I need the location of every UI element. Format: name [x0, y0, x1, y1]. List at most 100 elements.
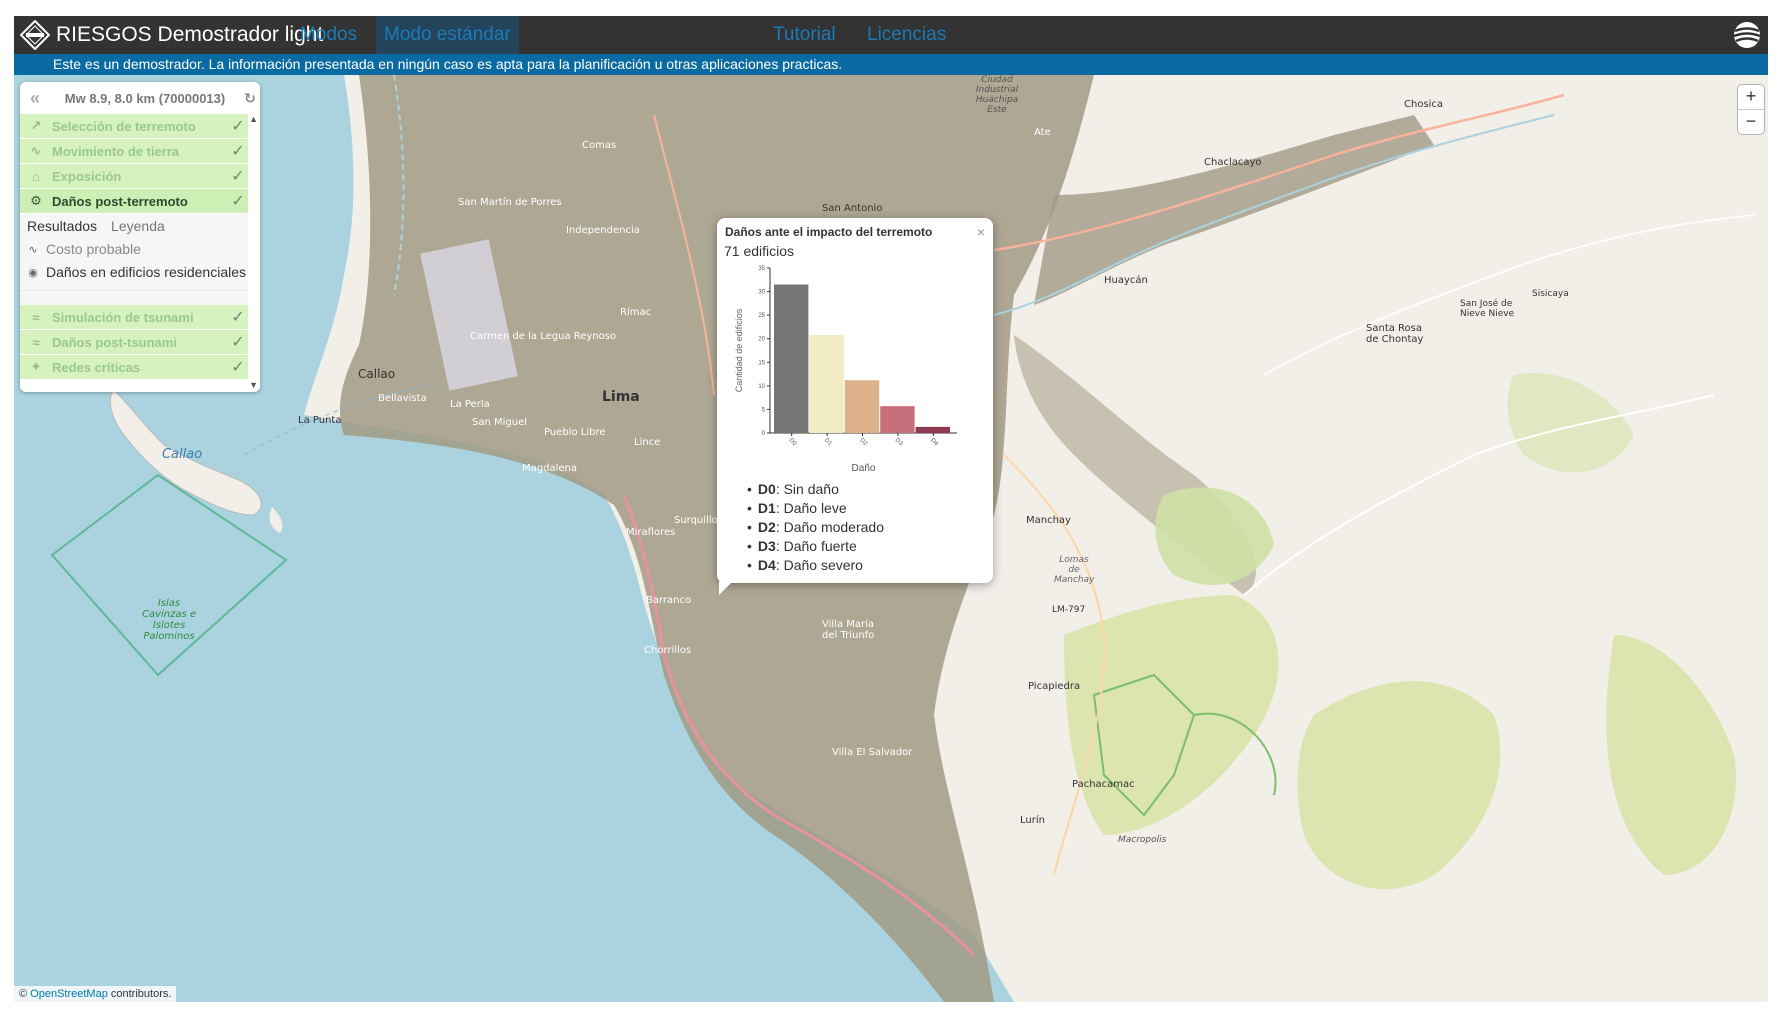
- scroll-up-icon[interactable]: ▲: [249, 114, 258, 124]
- damage-bar-chart: 0 5 10 15 20 25 30 35 D0 D1 D2 D3 D4 Daño Cantidad de …: [734, 266, 957, 474]
- step-label: Movimiento de tierra: [52, 143, 180, 159]
- result-tabs: Resultados Leyenda: [20, 214, 248, 238]
- wave-icon: ≈: [32, 309, 40, 325]
- map-label-chosica: Chosica: [1404, 99, 1444, 110]
- nav-licencias[interactable]: Licencias: [867, 24, 947, 45]
- map-label-miraflores: Miraflores: [626, 527, 676, 538]
- zoom-in-button[interactable]: +: [1745, 86, 1757, 106]
- nav-modos[interactable]: Modos: [300, 24, 358, 45]
- map-label-chorrillos: Chorrillos: [644, 645, 692, 656]
- globe-icon[interactable]: [1732, 20, 1762, 50]
- step-simulacion-tsunami[interactable]: ≈ Simulación de tsunami ✓: [20, 305, 248, 330]
- map-label-huaycan: Huaycán: [1104, 275, 1148, 286]
- step-label: Simulación de tsunami: [52, 309, 194, 325]
- disclaimer-text: Este es un demostrador. La información p…: [53, 56, 843, 72]
- map-label-lm797: LM-797: [1052, 605, 1086, 615]
- layer-danos-edificios[interactable]: ◉ Daños en edificios residenciales: [20, 261, 248, 284]
- bar-d4: [915, 426, 950, 433]
- y-tick-label: 10: [758, 384, 765, 390]
- step-exposicion[interactable]: ⌂ Exposición ✓: [20, 164, 248, 189]
- legend-text: : Daño fuerte: [775, 538, 857, 554]
- map-label-picapiedra: Picapiedra: [1028, 681, 1081, 692]
- step-redes-criticas[interactable]: ✦ Redes críticas ✓: [20, 355, 248, 380]
- step-danos-post-tsunami[interactable]: ≈ Daños post-tsunami ✓: [20, 330, 248, 355]
- map-label-lurin: Lurín: [1020, 815, 1045, 826]
- step-label: Redes críticas: [52, 359, 141, 375]
- x-tick-label: D0: [788, 437, 798, 447]
- damage-icon: ⚙: [30, 193, 42, 208]
- layer-label: Costo probable: [46, 241, 141, 257]
- osm-link[interactable]: OpenStreetMap: [30, 988, 108, 1000]
- map-label-comas: Comas: [582, 140, 617, 151]
- map-label-san-antonio: San Antonio: [822, 203, 883, 214]
- map-attribution: © OpenStreetMap contributors.: [14, 986, 177, 1002]
- tab-leyenda[interactable]: Leyenda: [111, 218, 165, 234]
- x-tick-label: D3: [894, 437, 904, 447]
- legend-code: D2: [757, 519, 776, 535]
- scroll-down-icon[interactable]: ▼: [249, 380, 258, 390]
- tab-resultados[interactable]: Resultados: [27, 218, 98, 234]
- eye-off-icon[interactable]: ∿: [28, 244, 38, 256]
- bar-d0: [774, 284, 809, 433]
- legend-item: D0: Sin daño: [747, 480, 884, 499]
- damage-legend: D0: Sin daño D1: Daño leve D2: Daño mode…: [747, 480, 884, 575]
- y-tick-label: 0: [762, 431, 766, 437]
- brand[interactable]: RIESGOS Demostrador light: [20, 20, 323, 50]
- map-label-la-perla: La Perla: [450, 399, 490, 410]
- map-label-lima: Lima: [602, 389, 640, 405]
- layer-costo-probable[interactable]: ∿ Costo probable: [20, 238, 248, 261]
- map-label-villa-maria: Villa María del Triunfo: [822, 619, 875, 641]
- map-label-ciudad: Ciudad Industrial Huachipa Este: [975, 75, 1019, 115]
- x-tick-label: D1: [823, 437, 833, 447]
- step-label: Daños post-terremoto: [52, 193, 188, 209]
- refresh-icon[interactable]: ↻: [244, 89, 256, 106]
- y-tick-label: 30: [758, 290, 765, 296]
- step-movimiento-tierra[interactable]: ∿ Movimiento de tierra ✓: [20, 139, 248, 164]
- step-seleccion-terremoto[interactable]: ↗ Selección de terremoto ✓: [20, 114, 248, 139]
- step-label: Daños post-tsunami: [52, 334, 177, 350]
- map-label-callao-island: Callao: [162, 447, 203, 462]
- legend-item: D1: Daño leve: [747, 499, 884, 518]
- house-icon: ⌂: [32, 168, 40, 184]
- map-label-pachacamac: Pachacamac: [1072, 779, 1135, 790]
- check-icon: ✓: [231, 193, 245, 210]
- popup-building-count: 71 edificios: [724, 243, 795, 259]
- nav-tutorial[interactable]: Tutorial: [773, 24, 836, 45]
- map-label-ate: Ate: [1034, 127, 1051, 138]
- check-icon: ✓: [231, 118, 245, 135]
- map-label-barranco: Barranco: [646, 595, 692, 606]
- step-divider: [20, 290, 248, 305]
- legend-code: D1: [757, 500, 776, 516]
- y-tick-label: 35: [758, 266, 765, 272]
- map-label-macropolis: Macropolis: [1118, 835, 1167, 845]
- map-label-san-miguel: San Miguel: [472, 417, 528, 428]
- bar-d3: [880, 406, 915, 433]
- bar-d2: [844, 380, 880, 433]
- map-label-surquillo: Surquillo: [674, 515, 718, 526]
- legend-text: : Daño severo: [775, 557, 863, 573]
- map-label-bellavista: Bellavista: [378, 393, 427, 404]
- attribution-suffix: contributors.: [107, 988, 172, 1000]
- attribution-prefix: ©: [19, 988, 31, 1000]
- close-icon[interactable]: ×: [976, 224, 985, 240]
- legend-code: D4: [757, 557, 776, 573]
- legend-code: D3: [757, 538, 776, 554]
- app-root: RIESGOS Demostrador light Modos Modo est…: [14, 16, 1768, 1002]
- legend-item: D4: Daño severo: [747, 556, 884, 575]
- zoom-out-button[interactable]: −: [1738, 109, 1764, 134]
- y-axis-label: Cantidad de edificios: [734, 308, 744, 392]
- step-danos-post-terremoto[interactable]: ⚙ Daños post-terremoto ✓: [20, 189, 248, 214]
- nav-modo-estandar[interactable]: Modo estándar: [376, 16, 519, 54]
- tsunami-damage-icon: ≈: [32, 334, 40, 350]
- y-tick-label: 5: [762, 407, 766, 413]
- eye-icon[interactable]: ◉: [28, 267, 38, 279]
- collapse-panel-icon[interactable]: «: [29, 87, 40, 108]
- y-tick-label: 20: [758, 337, 765, 343]
- map-label-lomas-manchay: Lomas de Manchay: [1054, 555, 1095, 585]
- map-label-pueblo-libre: Pueblo Libre: [544, 427, 606, 438]
- step-label: Exposición: [52, 168, 122, 184]
- step-content: Resultados Leyenda ∿ Costo probable ◉ Da…: [20, 214, 248, 290]
- legend-text: : Daño leve: [775, 500, 847, 516]
- step-label: Selección de terremoto: [52, 118, 196, 134]
- popup-title: Daños ante el impacto del terremoto: [725, 225, 933, 239]
